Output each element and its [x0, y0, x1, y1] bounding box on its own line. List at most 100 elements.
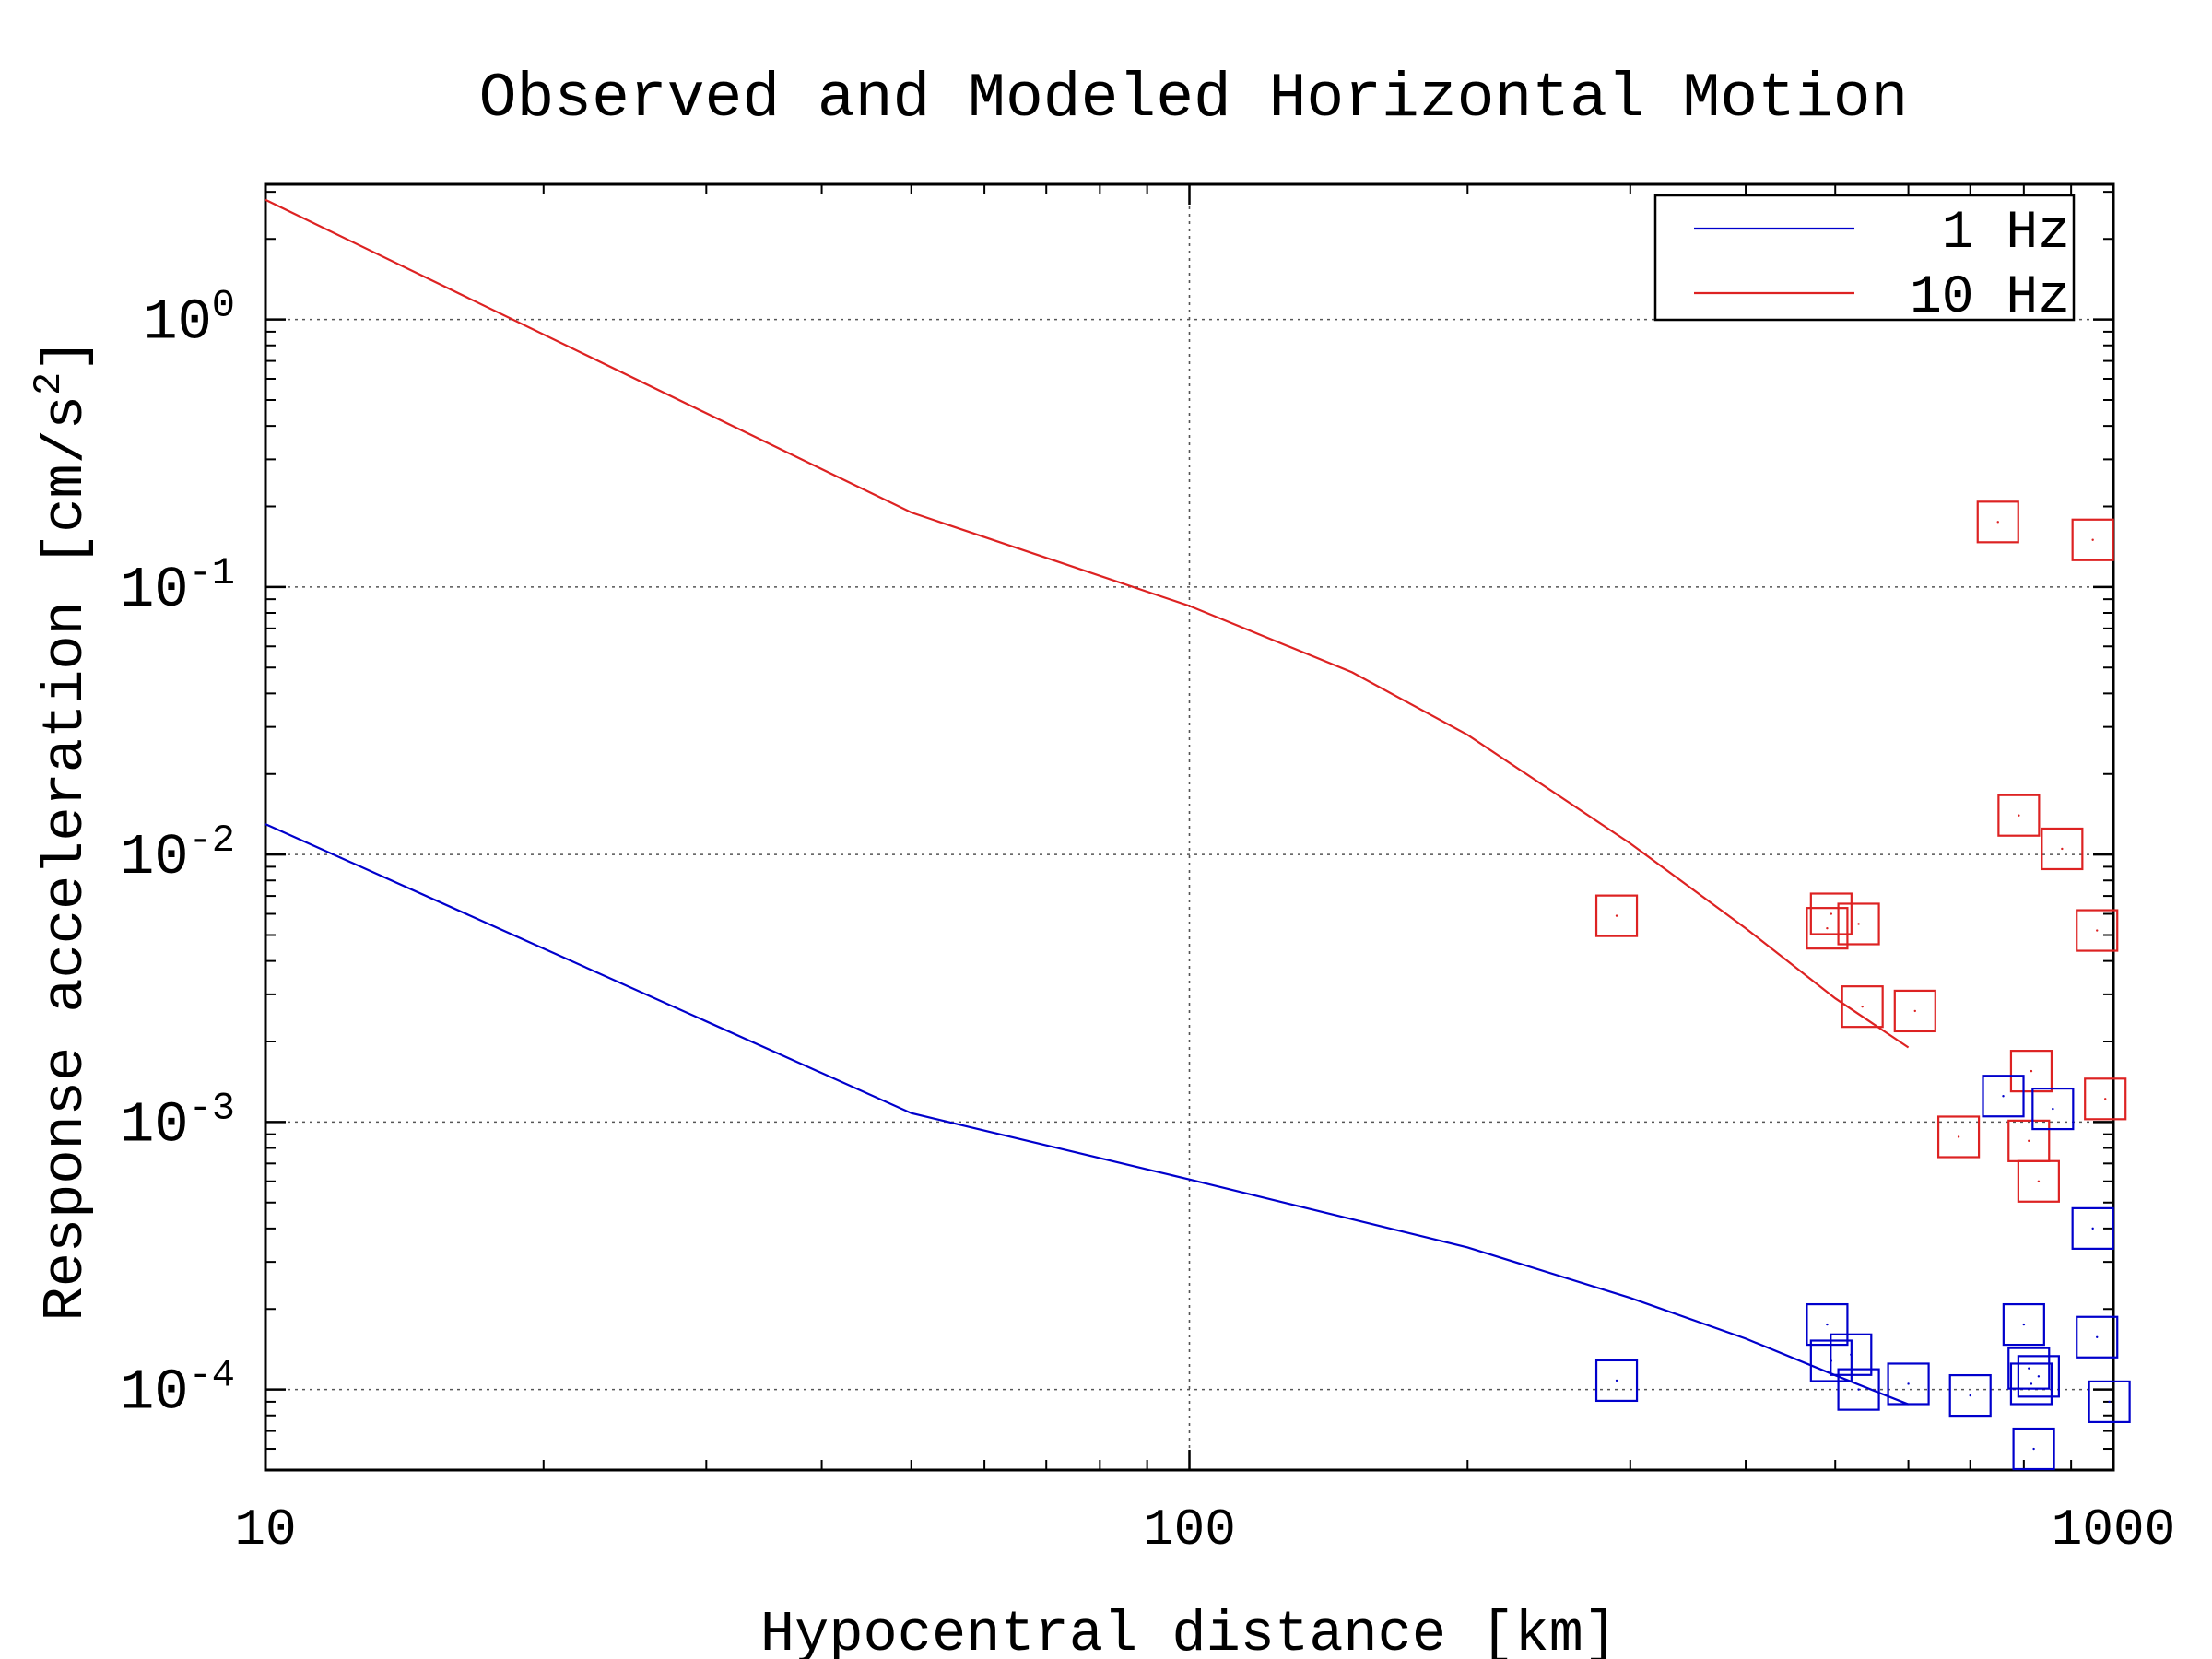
observed-point-1hz	[2031, 1087, 2075, 1131]
observed-point-1hz	[1887, 1362, 1930, 1406]
observed-point-center	[1857, 1388, 1860, 1391]
observed-point-center	[2032, 1447, 2035, 1451]
y-axis-label-sup: 2	[27, 372, 71, 395]
observed-point-center	[2091, 1227, 2094, 1230]
observed-point-center	[1826, 926, 1829, 930]
observed-point-10hz	[1594, 894, 1639, 937]
observed-point-1hz	[1806, 1302, 1849, 1347]
legend-label-1hz: 1 Hz	[1942, 204, 2070, 264]
observed-markers	[1594, 500, 2131, 1471]
observed-point-1hz	[2007, 1347, 2051, 1390]
observed-point-1hz	[2002, 1302, 2045, 1347]
y-tick-base: 10	[143, 290, 211, 356]
observed-point-1hz	[2009, 1362, 2053, 1406]
y-tick-label: 10-3	[120, 1086, 235, 1158]
observed-point-1hz	[1948, 1373, 1992, 1418]
observed-point-1hz	[1830, 1333, 1873, 1376]
observed-point-center	[2028, 1367, 2030, 1370]
observed-point-center	[1907, 1382, 1910, 1385]
observed-point-10hz	[1806, 907, 1849, 950]
series-lines	[265, 198, 1910, 1406]
observed-point-center	[1996, 521, 1999, 524]
y-tick-base: 10	[120, 825, 188, 890]
observed-point-center	[2037, 1375, 2041, 1378]
observed-point-center	[2037, 1180, 2041, 1182]
y-axis-label-close: ]	[33, 337, 99, 371]
chart-title: Observed and Modeled Horizontal Motion	[479, 64, 1909, 135]
y-tick-exp: -3	[189, 1086, 235, 1130]
grid	[265, 184, 2113, 1470]
observed-point-10hz	[1841, 985, 1884, 1029]
observed-point-center	[2096, 929, 2099, 932]
observed-point-1hz	[2088, 1380, 2131, 1424]
y-axis-label-main: Response acceleration [cm/s	[33, 395, 99, 1322]
observed-point-10hz	[2009, 1050, 2053, 1093]
x-tick-label: 10	[234, 1500, 296, 1559]
observed-point-center	[1969, 1394, 1971, 1397]
observed-point-1hz	[1837, 1368, 1880, 1411]
x-tick-label: 1000	[2052, 1500, 2175, 1559]
observed-point-center	[1913, 1009, 1916, 1013]
observed-point-center	[2022, 1323, 2026, 1326]
observed-point-center	[1857, 923, 1860, 925]
observed-point-1hz	[2012, 1427, 2055, 1471]
y-tick-label: 10-2	[120, 818, 235, 890]
observed-point-10hz	[1936, 1115, 1981, 1159]
observed-point-center	[1830, 912, 1833, 915]
x-axis-label: Hypocentral distance [km]	[760, 1602, 1618, 1659]
observed-point-center	[1615, 914, 1618, 917]
observed-point-1hz	[2017, 1355, 2060, 1398]
observed-point-10hz	[2076, 909, 2119, 952]
observed-point-10hz	[1997, 794, 2041, 837]
observed-point-center	[1957, 1135, 1960, 1138]
y-tick-label: 100	[143, 284, 235, 356]
y-axis-label: Response acceleration [cm/s2]	[27, 337, 99, 1321]
observed-point-10hz	[1893, 989, 1936, 1033]
y-tick-label: 10-1	[120, 551, 235, 623]
y-tick-base: 10	[120, 1360, 188, 1426]
observed-point-center	[2052, 1107, 2054, 1111]
y-tick-base: 10	[120, 558, 188, 623]
observed-point-center	[2108, 1400, 2111, 1404]
observed-point-center	[2030, 1069, 2033, 1073]
observed-point-10hz	[2071, 518, 2114, 561]
observed-point-10hz	[1976, 500, 2019, 544]
legend-box	[1653, 194, 2076, 322]
observed-point-center	[2091, 538, 2094, 541]
observed-point-10hz	[1809, 892, 1853, 935]
x-tick-labels: 10 100 1000	[234, 1500, 2175, 1559]
observed-point-1hz	[2071, 1206, 2114, 1250]
observed-point-center	[2002, 1095, 2005, 1098]
y-tick-exp: -2	[189, 818, 235, 863]
series-line-10hz	[265, 198, 1910, 1049]
observed-point-center	[1850, 1353, 1853, 1356]
observed-point-center	[1826, 1323, 1829, 1326]
observed-point-10hz	[2084, 1077, 2127, 1121]
observed-point-10hz	[2017, 1159, 2060, 1203]
observed-point-center	[2028, 1139, 2030, 1143]
y-tick-base: 10	[120, 1092, 188, 1158]
observed-point-center	[2018, 814, 2020, 817]
observed-point-center	[2030, 1382, 2033, 1385]
observed-point-center	[2104, 1098, 2107, 1100]
observed-point-10hz	[2041, 827, 2084, 871]
y-tick-exp: -1	[189, 551, 235, 595]
observed-point-center	[1615, 1379, 1618, 1382]
observed-point-1hz	[2076, 1315, 2119, 1359]
legend-label-10hz: 10 Hz	[1910, 268, 2070, 328]
observed-point-center	[2061, 847, 2064, 851]
x-tick-label: 100	[1143, 1500, 1236, 1559]
observed-point-center	[2096, 1335, 2099, 1338]
observed-point-1hz	[1594, 1359, 1639, 1403]
y-tick-exp: 0	[212, 284, 235, 328]
observed-point-10hz	[1837, 902, 1880, 946]
observed-point-center	[1861, 1005, 1864, 1008]
y-tick-exp: -4	[189, 1354, 235, 1398]
observed-point-1hz	[1982, 1075, 2025, 1118]
series-line-1hz	[265, 823, 1910, 1406]
minor-ticks	[264, 184, 2115, 1471]
y-tick-label: 10-4	[120, 1354, 235, 1426]
